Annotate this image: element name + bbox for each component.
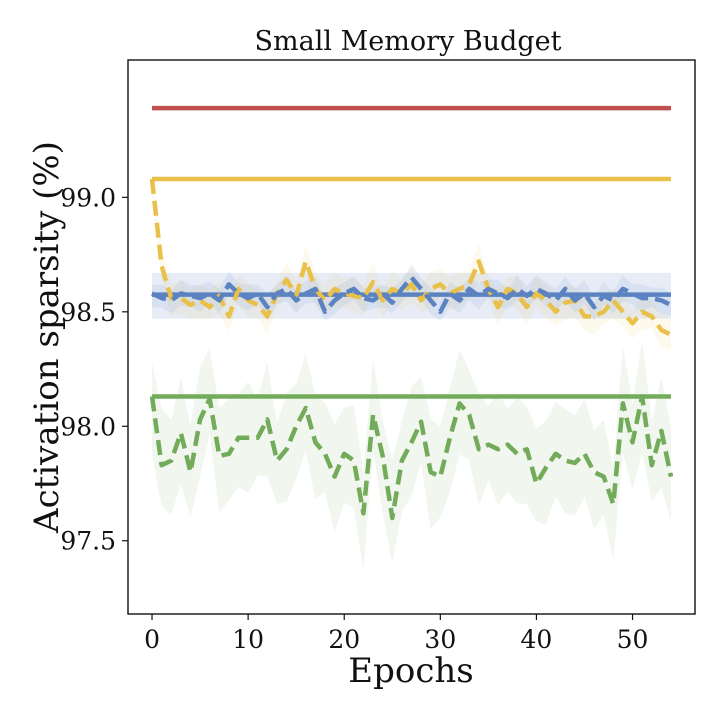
yellow-dashed-line xyxy=(149,178,672,337)
confidence-bands xyxy=(152,168,671,570)
y-tick-label: 97.5 xyxy=(60,527,116,556)
y-axis-ticks: 97.5 98.0 98.5 99.0 xyxy=(60,183,128,556)
series-lines xyxy=(149,105,674,521)
x-tick-label: 20 xyxy=(328,625,360,654)
x-tick-label: 50 xyxy=(617,625,649,654)
yellow-dashed-band xyxy=(152,168,671,350)
y-axis-label: Activation sparsity (%) xyxy=(27,141,67,534)
x-tick-label: 40 xyxy=(521,625,553,654)
y-tick-label: 99.0 xyxy=(60,183,116,212)
y-tick-label: 98.0 xyxy=(60,412,116,441)
x-tick-label: 0 xyxy=(144,625,160,654)
x-tick-label: 10 xyxy=(232,625,264,654)
x-tick-label: 30 xyxy=(424,625,456,654)
x-axis-ticks: 0 10 20 30 40 50 xyxy=(144,614,648,654)
plot-frame xyxy=(127,59,696,615)
green-dashed-band xyxy=(152,340,671,570)
chart-title: Small Memory Budget xyxy=(255,26,562,57)
y-tick-label: 98.5 xyxy=(60,298,116,327)
x-axis-label: Epochs xyxy=(348,651,473,691)
green-dashed-line xyxy=(149,394,674,521)
